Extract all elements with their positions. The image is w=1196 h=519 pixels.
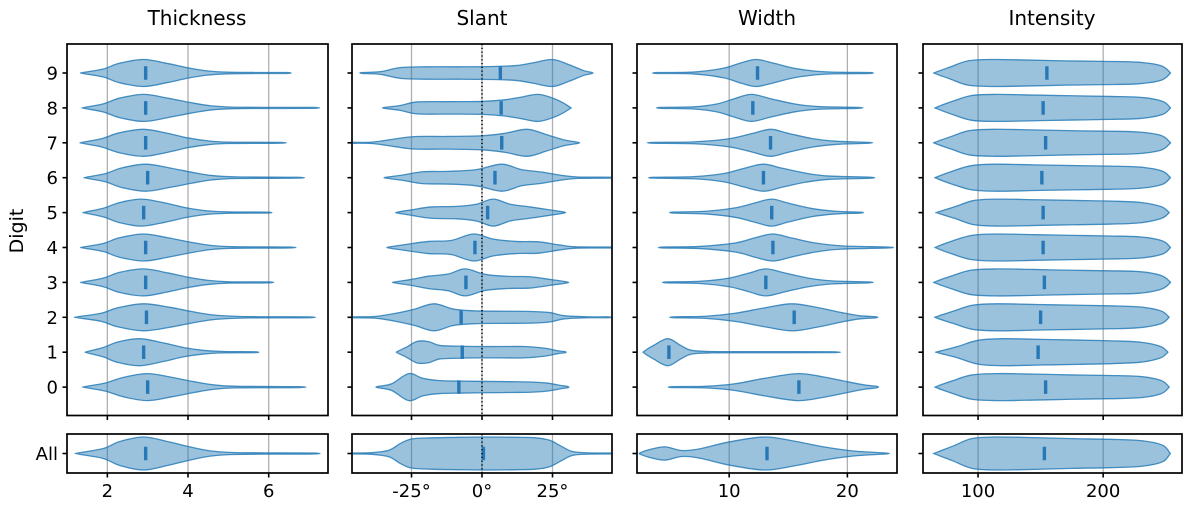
y-axis-label: Digit [6,208,28,254]
violin-intensity-9 [932,58,1172,88]
violin-width-2 [669,303,879,332]
x-tick-label: 25° [537,481,569,502]
violin-intensity-8 [934,93,1172,123]
violin-thickness-3 [79,268,275,297]
violin-thickness-9 [79,58,292,88]
violin-thickness-0 [81,372,307,402]
axes-border [66,43,329,417]
y-tick-label: 4 [47,238,58,259]
violin-thickness-all [74,436,321,471]
violin-intensity-6 [934,163,1172,192]
violin-thickness-6 [83,163,306,192]
violin-intensity-2 [933,303,1170,332]
y-tick-label: 5 [47,203,58,224]
panel-title-thickness: Thickness [147,6,247,30]
violin-intensity-7 [932,128,1172,157]
y-tick-label: 1 [47,343,58,364]
axes-intensity [918,43,1183,420]
panel-title-intensity: Intensity [1008,6,1096,30]
panel-title-slant: Slant [456,6,508,30]
y-tick-label: 0 [47,378,58,399]
violin-thickness-4 [79,233,297,262]
violin-thickness-2 [73,303,317,332]
violin-width-1 [642,338,842,367]
y-tick-label: 9 [47,64,58,85]
x-tick-label: 4 [182,481,193,502]
violin-width-7 [646,128,874,157]
violin-thickness-5 [82,198,273,227]
axes-width [632,43,898,420]
y-tick-label: 8 [47,98,58,119]
axes-slant-all: -25° 0° 25° [347,433,613,502]
violin-slant-4 [386,233,612,262]
y-tick-label: All [36,444,58,465]
violin-width-6 [647,163,876,192]
violin-width-0 [667,372,880,402]
x-tick-label: -25° [392,481,430,502]
violin-slant-1 [395,340,567,365]
violin-width-9 [651,58,875,88]
violin-intensity-3 [932,268,1172,297]
axes-border [636,43,898,417]
violin-width-all [638,436,890,471]
axes-thickness-all: 2 4 6 All [36,433,329,502]
violin-width-5 [669,198,865,227]
violin-slant-0 [375,372,570,402]
axes-border [922,43,1183,417]
x-tick-label: 20 [836,481,859,502]
panel-title-width: Width [737,6,797,30]
axes-intensity-all: 100 200 [918,433,1183,502]
violin-thickness-8 [81,93,321,123]
axes-width-all: 10 20 [632,433,898,502]
y-tick-label: 7 [47,133,58,154]
violin-slant-5 [394,198,567,227]
violin-width-8 [655,93,864,123]
x-tick-label: 100 [961,481,995,502]
violin-width-4 [657,233,894,262]
violin-slant-2 [352,303,612,332]
violin-intensity-1 [935,338,1169,367]
violin-thickness-7 [79,128,288,157]
violin-slant-9 [359,58,594,88]
violin-slant-7 [352,128,581,157]
y-tick-label: 6 [47,168,58,189]
violin-intensity-5 [935,198,1170,227]
violin-width-3 [661,268,874,297]
violin-intensity-4 [934,233,1172,262]
x-tick-label: 6 [263,481,274,502]
violin-intensity-0 [934,372,1170,402]
violin-slant-6 [383,163,612,192]
violin-intensity-all [932,436,1172,471]
x-tick-label: 10 [718,481,741,502]
x-tick-label: 0° [472,481,492,502]
violin-slant-3 [391,268,570,297]
axes-thickness: 9 8 7 6 5 4 3 2 1 0 [47,43,329,420]
y-tick-label: 2 [47,308,58,329]
x-tick-label: 2 [102,481,113,502]
y-tick-label: 3 [47,273,58,294]
violin-thickness-1 [84,338,260,367]
axes-slant [347,43,613,420]
violin-slant-8 [381,93,572,123]
x-tick-label: 200 [1086,481,1120,502]
